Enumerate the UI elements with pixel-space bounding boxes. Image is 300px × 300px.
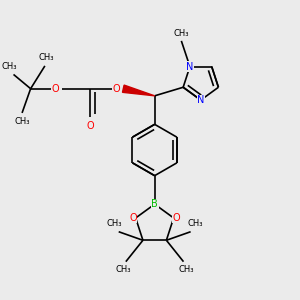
Text: O: O xyxy=(112,84,120,94)
Text: CH₃: CH₃ xyxy=(107,219,122,228)
Text: O: O xyxy=(173,213,180,223)
Text: CH₃: CH₃ xyxy=(2,62,17,71)
Text: CH₃: CH₃ xyxy=(187,219,203,228)
Text: O: O xyxy=(129,213,136,223)
Text: N: N xyxy=(197,95,205,105)
Text: O: O xyxy=(51,84,59,94)
Text: N: N xyxy=(186,61,194,71)
Text: CH₃: CH₃ xyxy=(174,29,189,38)
Text: O: O xyxy=(87,121,94,131)
Text: B: B xyxy=(151,199,158,209)
Text: CH₃: CH₃ xyxy=(14,117,30,126)
Text: CH₃: CH₃ xyxy=(178,265,194,274)
Text: CH₃: CH₃ xyxy=(39,53,54,62)
Text: CH₃: CH₃ xyxy=(115,265,131,274)
Polygon shape xyxy=(122,85,155,96)
